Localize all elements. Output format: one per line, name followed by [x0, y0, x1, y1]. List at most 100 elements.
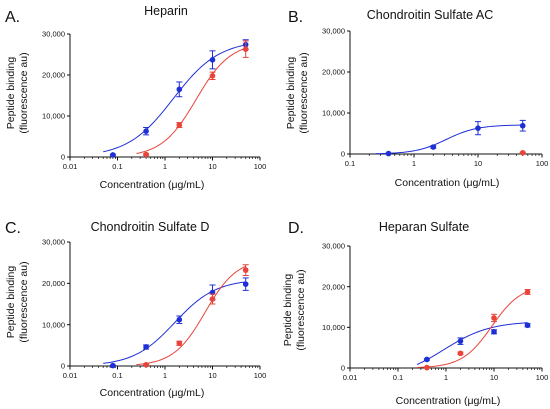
x-tick-label: 0.1 [393, 373, 403, 382]
chart-title: Chondroitin Sulfate D [91, 220, 210, 234]
fit-curve-series-1 [103, 281, 246, 364]
axes: 0 10,000 20,000 30,000 0.01 0.1 1 10 100 [322, 242, 548, 382]
x-tick-label: 10 [490, 373, 498, 382]
x-tick-label: 100 [254, 162, 267, 171]
x-tick-label: 10 [208, 371, 216, 380]
data-point-series-2 [209, 73, 216, 79]
y-tick-label: 0 [341, 364, 345, 373]
axes: 0 10,000 20,000 30,000 0.01 0.1 1 10 100 [42, 238, 266, 380]
fit-curve-series-2 [136, 265, 246, 366]
x-tick-label: 100 [254, 371, 267, 380]
data-point-series-2 [524, 289, 531, 295]
panel-letter: D. [288, 220, 304, 237]
data-point-series-2 [242, 46, 249, 52]
y-axis-label-line-2: (fluorescence au) [298, 52, 310, 133]
chart-title: Heparan Sulfate [379, 220, 469, 234]
data-point-series-2 [209, 296, 216, 302]
data-point-series-1 [524, 322, 531, 329]
y-tick-label: 30,000 [42, 238, 65, 247]
data-point-series-1 [176, 86, 183, 93]
panel-letter: C. [5, 220, 21, 237]
y-tick-label: 0 [61, 153, 65, 162]
y-tick-label: 20,000 [42, 71, 65, 80]
data-point-series-2 [519, 149, 526, 156]
y-axis-label-line-1: Peptide binding [5, 57, 17, 130]
fit-curves [416, 291, 528, 368]
y-tick-label: 20,000 [322, 282, 345, 291]
x-tick-label: 10 [474, 159, 482, 168]
fit-curve-series-2 [417, 291, 528, 368]
data-point-series-1 [110, 362, 116, 369]
y-axis-label-line-2: (fluorescence au) [18, 52, 30, 133]
data-point-series-1 [385, 150, 392, 157]
data-point-series-1 [519, 122, 526, 129]
x-tick-label: 1 [163, 371, 167, 380]
data-point-series-2 [143, 151, 149, 158]
data-point-series-2 [176, 340, 183, 347]
y-tick-label: 30,000 [42, 30, 65, 39]
data-points [109, 39, 249, 158]
data-point-series-1 [143, 128, 149, 134]
y-axis-label-line-1: Peptide binding [5, 266, 17, 339]
data-point-series-1 [242, 281, 249, 287]
chart-title: Chondroitin Sulfate AC [367, 8, 493, 22]
y-axis-label-line-2: (fluorescence au) [295, 269, 307, 350]
x-tick-label: 0.1 [345, 159, 355, 168]
y-tick-label: 20,000 [322, 68, 345, 77]
data-point-series-2 [176, 122, 183, 128]
data-point-series-2 [424, 364, 430, 371]
x-tick-label: 0.1 [112, 371, 122, 380]
x-axis-label: Concentration (μg/mL) [100, 179, 205, 191]
data-point-series-2 [491, 315, 497, 321]
x-axis-label: Concentration (μg/mL) [396, 395, 501, 407]
data-points [423, 289, 531, 371]
data-point-series-2 [143, 361, 149, 368]
axes: 0 10,000 20,000 30,000 0.01 0.1 1 10 100 [42, 30, 266, 171]
data-point-series-1 [143, 344, 149, 350]
fit-curves [103, 44, 246, 155]
x-tick-label: 10 [208, 162, 216, 171]
y-tick-label: 20,000 [42, 279, 65, 288]
data-points [385, 119, 526, 157]
fit-curves [103, 265, 246, 366]
y-axis-label-line-1: Peptide binding [282, 274, 294, 347]
y-tick-label: 10,000 [322, 323, 345, 332]
data-point-series-1 [491, 329, 497, 335]
x-tick-label: 0.1 [112, 162, 122, 171]
panel-b: B. Chondroitin Sulfate AC Peptide bindin… [285, 8, 548, 189]
panel-c: C. Chondroitin Sulfate D Peptide binding… [5, 220, 266, 399]
data-point-series-2 [242, 267, 249, 273]
fit-curve-series-1 [416, 322, 528, 365]
panel-letter: B. [288, 9, 303, 26]
y-tick-label: 10,000 [322, 109, 345, 118]
y-axis-label-line-2: (fluorescence au) [18, 261, 30, 342]
data-points [109, 264, 249, 369]
y-tick-label: 30,000 [322, 242, 345, 251]
x-tick-label: 0.01 [343, 373, 358, 382]
x-tick-label: 100 [536, 159, 549, 168]
x-tick-label: 1 [444, 373, 448, 382]
data-point-series-1 [110, 152, 116, 158]
y-tick-label: 0 [61, 362, 65, 371]
x-tick-label: 1 [412, 159, 416, 168]
fit-curve-series-1 [375, 124, 523, 155]
data-point-series-1 [424, 356, 430, 363]
x-tick-label: 1 [163, 162, 167, 171]
y-axis-label-line-1: Peptide binding [285, 57, 297, 130]
y-tick-label: 30,000 [322, 27, 345, 36]
x-tick-label: 0.01 [63, 371, 78, 380]
chart-title: Heparin [144, 4, 188, 18]
data-point-series-1 [209, 57, 216, 63]
data-point-series-1 [475, 125, 481, 131]
axes: 0 10,000 20,000 30,000 0.1 1 10 100 [322, 27, 548, 168]
panel-d: D. Heparan Sulfate Peptide binding (fluo… [282, 220, 548, 407]
y-tick-label: 0 [341, 150, 345, 159]
fit-curves [375, 124, 523, 155]
panel-letter: A. [5, 9, 20, 26]
fit-curve-series-2 [136, 47, 246, 155]
data-point-series-1 [457, 338, 464, 344]
panel-a: A. Heparin Peptide binding (fluorescence… [5, 4, 266, 191]
y-tick-label: 10,000 [42, 320, 65, 329]
data-point-series-2 [457, 350, 464, 357]
